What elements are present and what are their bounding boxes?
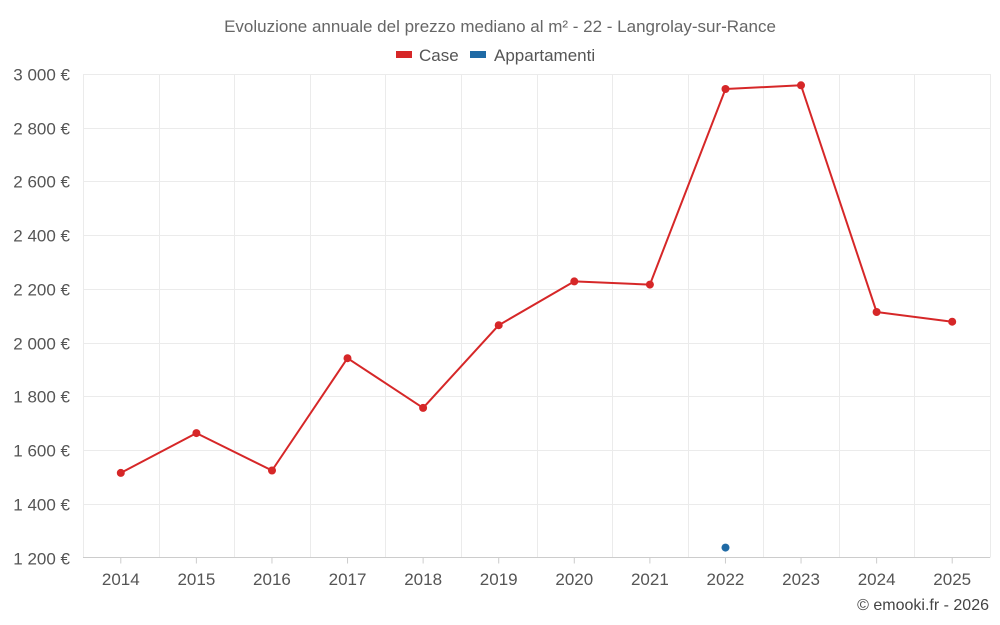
x-tick-label: 2014 [102,570,140,589]
data-point-case-2016[interactable] [268,466,276,475]
data-point-case-2025[interactable] [948,317,957,326]
data-point-case-2015[interactable] [192,429,201,438]
y-tick-label: 3 000 € [13,66,70,85]
y-gridlines [83,74,990,505]
chart-title: Evoluzione annuale del prezzo mediano al… [224,17,776,36]
credit: © emooki.fr - 2026 [857,597,989,614]
data-point-case-2020[interactable] [570,277,579,286]
x-tick-label: 2023 [782,570,820,589]
y-tick-label: 2 200 € [13,281,70,300]
x-tick-label: 2020 [555,570,593,589]
data-point-case-2023[interactable] [797,81,805,90]
data-point-case-2021[interactable] [645,280,654,289]
legend-label-appartamenti: Appartamenti [494,46,595,65]
data-point-case-2014[interactable] [116,468,125,477]
legend-label-case: Case [419,46,459,65]
x-tick-label: 2018 [404,570,442,589]
legend-item-case[interactable]: Case [396,46,459,65]
y-tick-label: 2 800 € [13,120,70,139]
y-tick-label: 1 200 € [13,550,70,569]
x-tick-label: 2017 [329,570,367,589]
data-point-case-2017[interactable] [343,354,352,363]
legend-item-appartamenti[interactable]: Appartamenti [470,46,595,65]
y-tick-label: 2 000 € [13,335,70,354]
legend-swatch-appartamenti [470,51,486,58]
data-point-case-2019[interactable] [494,321,503,330]
data-point-case-2018[interactable] [419,403,428,412]
x-tick-label: 2022 [707,570,745,589]
x-gridlines [83,74,991,558]
x-tick-labels: 2014 2015 2016 2017 2018 2019 2020 2021 2022 2023… [102,557,971,589]
data-point-appartamenti-2022[interactable] [721,543,730,552]
y-tick-label: 1 600 € [13,442,70,461]
legend-swatch-case [396,51,412,58]
x-tick-label: 2025 [933,570,971,589]
legend: Case Appartamenti [396,46,595,65]
data-point-case-2022[interactable] [721,85,730,93]
y-tick-label: 2 400 € [13,227,70,246]
y-tick-label: 1 800 € [13,388,70,407]
data-point-case-2024[interactable] [872,308,881,316]
series-layer [116,81,957,552]
x-tick-label: 2015 [177,570,215,589]
y-tick-label: 2 600 € [13,173,70,192]
x-tick-label: 2021 [631,570,669,589]
y-tick-labels: 1 200 € 1 400 € 1 600 € 1 800 € 2 000 € 2 200… [13,66,70,569]
x-tick-label: 2024 [858,570,896,589]
x-tick-label: 2019 [480,570,518,589]
x-tick-label: 2016 [253,570,291,589]
series-line-case [120,84,953,474]
y-tick-label: 1 400 € [13,496,70,515]
